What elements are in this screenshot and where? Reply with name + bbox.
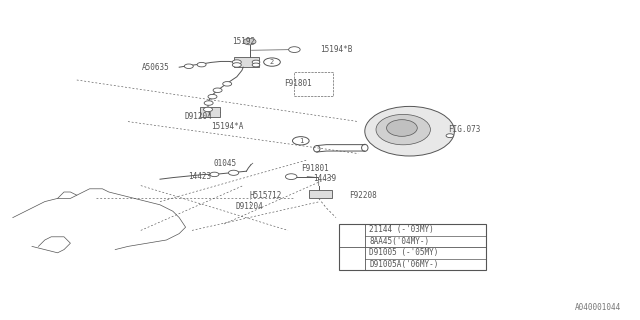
Circle shape [197,62,206,67]
Circle shape [223,82,232,86]
Text: D91204: D91204 [236,202,264,211]
Circle shape [285,174,297,180]
Circle shape [243,38,256,45]
Circle shape [213,88,222,92]
Text: 01045: 01045 [214,159,237,168]
Ellipse shape [387,120,417,136]
Circle shape [344,232,360,239]
Bar [339,224,486,270]
Circle shape [252,63,260,67]
Text: H515712: H515712 [249,191,282,200]
Text: F91801: F91801 [301,164,328,172]
Text: 14423: 14423 [188,172,211,180]
Circle shape [204,101,213,105]
Text: 14439: 14439 [314,174,337,183]
Circle shape [204,107,212,112]
Circle shape [344,255,360,263]
Text: F91801: F91801 [284,79,312,88]
Text: FIG.073: FIG.073 [448,125,481,134]
Circle shape [289,47,300,52]
Circle shape [264,58,280,66]
Circle shape [446,134,454,138]
Text: D91005A('06MY-): D91005A('06MY-) [369,260,438,269]
Text: A50635: A50635 [142,63,170,72]
Text: 21144 (-'03MY): 21144 (-'03MY) [369,225,434,234]
Text: D91005 (-'05MY): D91005 (-'05MY) [369,249,438,258]
Ellipse shape [365,106,454,156]
Circle shape [210,172,219,177]
Text: A040001044: A040001044 [575,303,621,312]
Text: 2: 2 [350,256,354,262]
Text: 15194*B: 15194*B [320,45,353,54]
Text: 1: 1 [350,233,354,239]
Bar [309,190,332,198]
Bar [294,72,333,96]
Circle shape [292,137,309,145]
Text: F92208: F92208 [349,191,376,200]
Text: 1: 1 [299,138,303,144]
Circle shape [228,170,239,175]
Text: 8AA45('04MY-): 8AA45('04MY-) [369,237,429,246]
Ellipse shape [376,115,430,145]
Text: 15192: 15192 [232,37,255,46]
Text: D91204: D91204 [184,112,212,121]
Circle shape [208,94,217,99]
Circle shape [252,60,260,64]
Circle shape [232,63,241,67]
Bar [200,107,220,117]
Text: 2: 2 [270,59,274,65]
Circle shape [184,64,193,68]
Text: 15194*A: 15194*A [211,122,243,131]
Circle shape [232,60,241,64]
Bar [234,57,259,67]
